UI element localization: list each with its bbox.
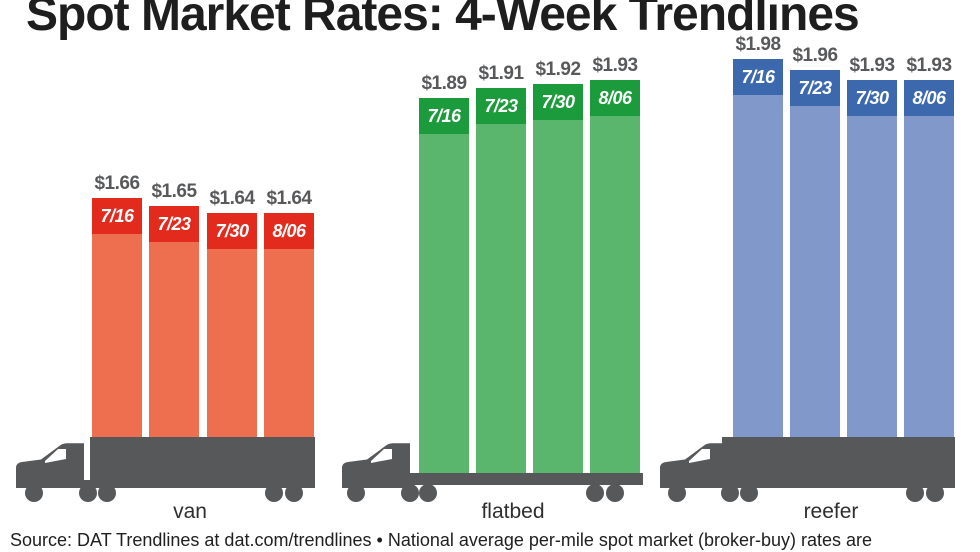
group-label-reefer: reefer: [803, 500, 859, 523]
bar-date-header: 8/06: [590, 80, 640, 116]
bar-date-header: 7/30: [847, 80, 897, 116]
bar-date-header: 7/23: [790, 70, 840, 106]
reefer-bar-4: $1.93 8/06: [904, 55, 954, 437]
flatbed-bar-3: $1.92 7/30: [533, 59, 583, 473]
bar-value-label: $1.89: [421, 73, 467, 94]
bar-value-label: $1.91: [478, 63, 524, 84]
bar-value-label: $1.65: [151, 181, 197, 202]
reefer-bar-3: $1.93 7/30: [847, 55, 897, 437]
flatbed-bar-1: $1.89 7/16: [419, 73, 469, 473]
van-bar-4: $1.64 8/06: [264, 188, 314, 437]
source-note: Source: DAT Trendlines at dat.com/trendl…: [10, 530, 873, 550]
chart-title: Spot Market Rates: 4-Week Trendlines: [26, 0, 860, 41]
bar-date-header: 7/16: [419, 98, 469, 134]
bar-date-header: 7/16: [733, 59, 783, 95]
flatbed-bar-4: $1.93 8/06: [590, 55, 640, 473]
bar-value-label: $1.92: [535, 59, 581, 80]
van-bar-2: $1.65 7/23: [149, 181, 199, 437]
flatbed-truck-icon: [342, 443, 643, 502]
bar-value-label: $1.66: [94, 173, 140, 194]
bar-date-header: 7/23: [149, 206, 199, 242]
bar-value-label: $1.93: [849, 55, 895, 76]
bar-value-label: $1.96: [792, 45, 838, 66]
reefer-truck-icon: [660, 437, 955, 502]
bar-value-label: $1.64: [209, 188, 255, 209]
bar-date-header: 7/23: [476, 88, 526, 124]
bar-value-label: $1.98: [735, 34, 781, 55]
bar-value-label: $1.64: [266, 188, 312, 209]
group-label-van: van: [173, 500, 207, 523]
bar-date-header: 7/30: [533, 84, 583, 120]
bar-date-header: 8/06: [264, 213, 314, 249]
bar-date-header: 8/06: [904, 80, 954, 116]
reefer-bar-2: $1.96 7/23: [790, 45, 840, 437]
reefer-bar-1: $1.98 7/16: [733, 34, 783, 437]
group-label-flatbed: flatbed: [481, 500, 545, 523]
bar-date-header: 7/16: [92, 198, 142, 234]
van-bar-3: $1.64 7/30: [207, 188, 257, 437]
flatbed-bar-2: $1.91 7/23: [476, 63, 526, 473]
bar-value-label: $1.93: [592, 55, 638, 76]
bar-date-header: 7/30: [207, 213, 257, 249]
bar-value-label: $1.93: [906, 55, 952, 76]
van-truck-icon: [16, 437, 315, 502]
van-bar-1: $1.66 7/16: [92, 173, 142, 437]
